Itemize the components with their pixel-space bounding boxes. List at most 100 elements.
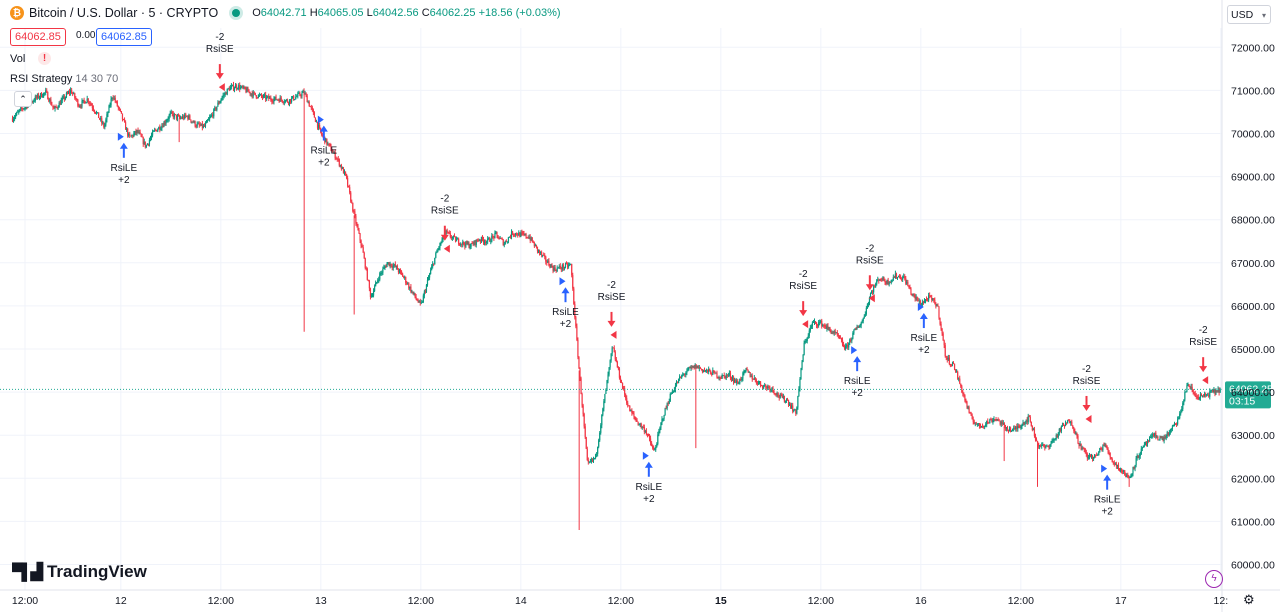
candle-body [525,233,527,238]
candle-body [1014,427,1016,429]
candle-body [1004,425,1006,429]
candle-body [687,367,689,372]
candle-body [780,394,782,396]
collapse-chevron-icon[interactable]: ⌃ [14,91,32,107]
candle-body [548,260,550,266]
currency-select[interactable]: USD ▾ [1227,5,1271,24]
candle-body [258,94,261,96]
candle-body [409,286,411,289]
candle-body [755,380,757,383]
candle-body [446,230,448,233]
candle-body [1011,430,1013,432]
warning-icon[interactable]: ! [38,52,51,65]
candle-body [359,233,361,241]
candle-body [827,325,829,328]
candle-body [670,393,672,395]
candle-body [190,119,192,122]
candle-body [320,127,322,133]
candle-body [1013,427,1015,429]
candle-body [1165,435,1167,439]
signal-label: +2 [318,158,330,169]
candle-body [285,99,287,101]
candle-body [1036,441,1039,443]
candle-body [384,266,386,268]
candle-body [296,96,298,98]
candle-body [950,364,953,366]
candle-body [390,263,392,267]
candle-body [64,97,67,100]
candle-body [867,303,870,305]
candle-body [1015,426,1017,429]
candle-body [1095,454,1097,456]
candle-body [342,167,345,174]
candle-body [848,342,850,348]
candle-body [154,129,156,131]
candle-body [692,365,694,368]
candle-body [556,267,558,272]
candle-body [510,231,513,238]
bar-countdown-label: 03:15 [1229,395,1255,407]
candle-body [173,114,175,118]
candle-body [109,105,111,106]
candle-body [361,245,363,248]
candle-body [90,103,92,106]
candle-body [930,295,932,298]
candle-body [1087,457,1089,459]
candle-body [343,171,346,174]
symbol-title[interactable]: Bitcoin / U.S. Dollar · 5 · CRYPTO [29,6,219,20]
candle-body [571,264,573,276]
candle-body [833,331,835,334]
candle-body [1048,446,1050,448]
candle-body [485,241,487,243]
candle-body [448,232,450,234]
sell-price-button[interactable]: 64062.85 [10,28,66,46]
gear-icon[interactable]: ⚙ [1243,592,1255,607]
candle-body [640,423,642,428]
signal-label: RsiSE [1189,337,1217,348]
candle-body [933,298,935,301]
candle-body [463,241,465,245]
candle-body [415,296,417,299]
symbol-header[interactable]: ₿ Bitcoin / U.S. Dollar · 5 · CRYPTO O64… [10,6,561,20]
candle-body [428,273,431,278]
candle-body [505,241,507,243]
exit-triangle [443,244,450,253]
candle-body [1101,448,1103,451]
candle-body [983,426,985,427]
candle-body [518,232,520,236]
strategy-label[interactable]: RSI Strategy 14 30 70 [10,73,119,85]
candle-body [169,113,171,116]
candle-body [332,152,334,153]
candle-body [216,106,218,110]
candle-body [121,113,124,120]
lightning-icon[interactable]: ϟ [1205,570,1223,588]
candle-body [495,232,497,234]
candle-body [840,338,843,340]
candle-body [887,280,889,285]
candle-body [1029,416,1031,422]
candle-body [62,96,64,98]
candle-body [625,394,627,399]
candle-body [913,294,915,295]
candle-body [1187,384,1189,386]
candle-body [1069,420,1071,424]
candle-body [601,414,603,426]
candle-body [870,291,873,294]
candle-body [546,261,548,263]
candle-body [199,125,201,126]
candle-body [490,241,492,243]
volume-indicator-label[interactable]: Vol [10,53,26,65]
buy-price-button[interactable]: 64062.85 [96,28,152,46]
candle-body [333,151,335,153]
candle-body [255,95,257,98]
signal-label: RsiSE [206,44,234,55]
candle-body [1131,473,1133,476]
candle-body [587,460,589,462]
candle-body [682,374,684,376]
candle-body [311,107,313,110]
candle-body [357,225,359,231]
candle-body [1053,439,1055,441]
candle-body [179,117,182,119]
candle-body [643,427,645,432]
